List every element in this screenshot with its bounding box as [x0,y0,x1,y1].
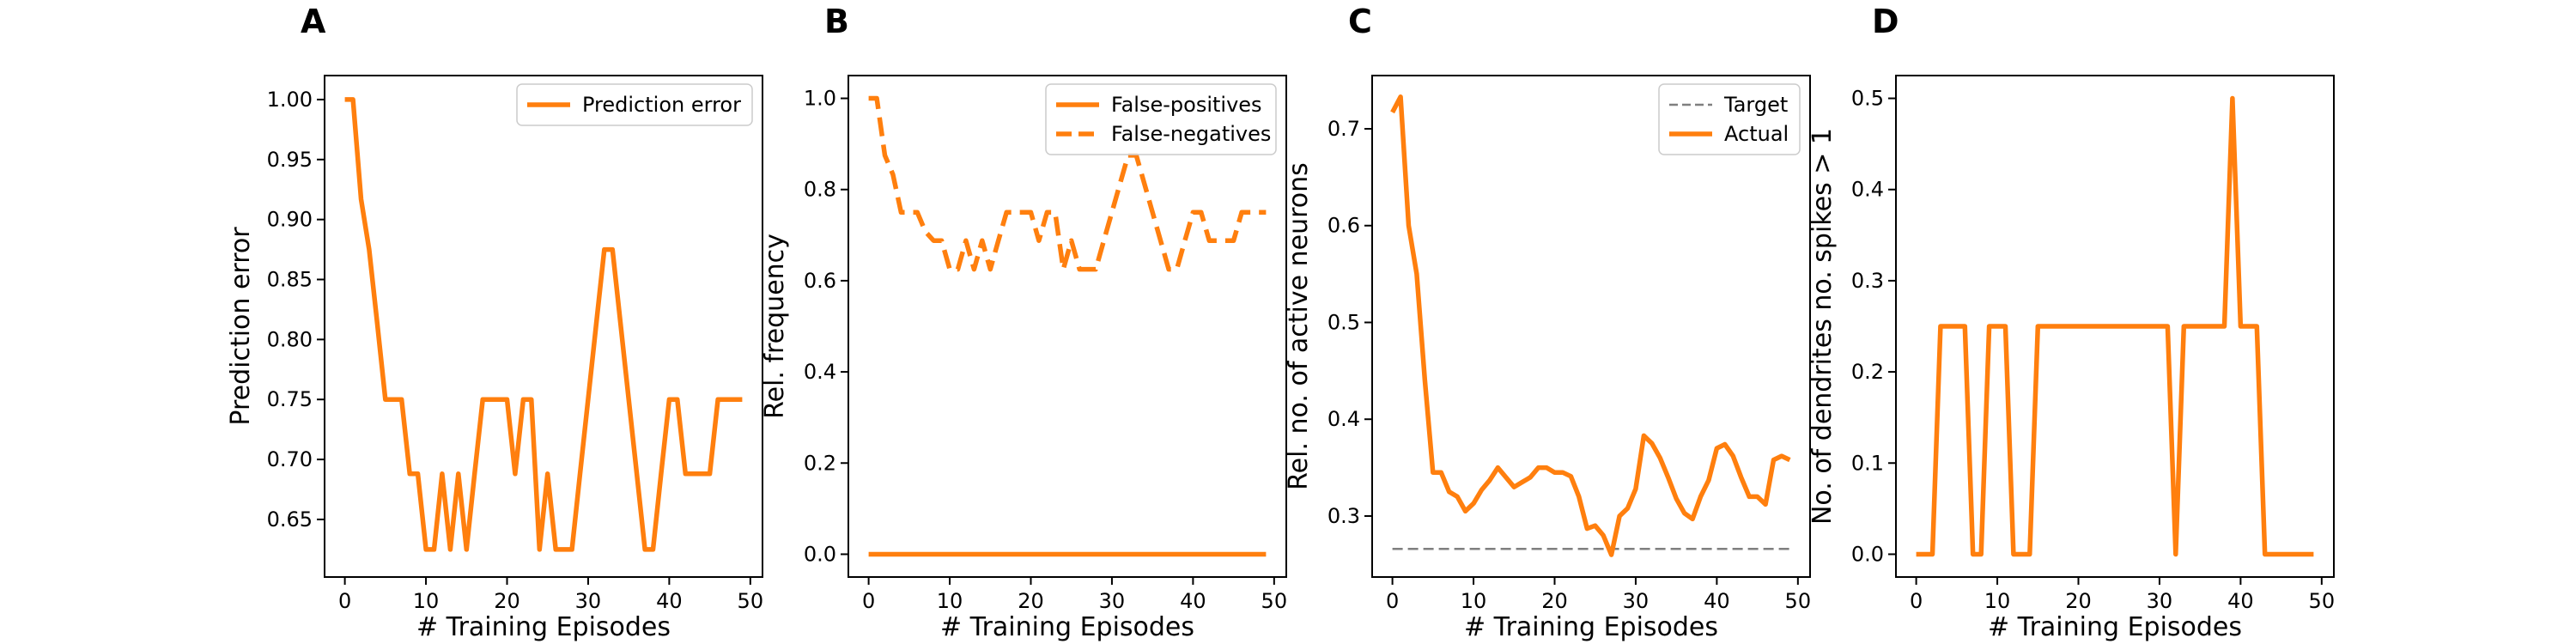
chart-c: C 0 10 20 30 40 50 0.3 0.4 0.5 0.6 0.7 # Training Ep… [1284,3,1811,642]
chart-d-x-tick-label: 20 [2065,589,2092,613]
chart-c-x-tick-label: 30 [1623,589,1649,613]
chart-b-x-axis-label: # Training Episodes [940,612,1194,642]
chart-a-legend-box [516,83,753,126]
chart-b-series-line-false-negatives [868,95,1267,272]
chart-d-y-tick-label: 0.2 [1851,360,1884,384]
chart-b-x-tick-label: 10 [937,589,963,613]
chart-d-x-tick-label: 30 [2147,589,2173,613]
chart-b-y-tick-label: 1.0 [804,87,836,111]
chart-b-panel-letter: B [824,3,849,40]
chart-c-x-tick-label: 40 [1704,589,1730,613]
chart-a-x-tick-label: 30 [575,589,602,613]
chart-b-plot-frame [848,75,1287,578]
chart-c-x-tick-label: 0 [1386,589,1399,613]
chart-b-x-tick-label: 50 [1261,589,1288,613]
chart-a: A 0 10 20 30 40 50 0.65 0.70 0.75 0.80 0.85 0.90 0.95… [226,3,763,642]
chart-b-y-tick-label: 0.8 [804,178,836,202]
chart-a-x-tick-label: 10 [413,589,440,613]
chart-b-y-tick-label: 0.0 [804,542,836,566]
chart-a-y-tick-label: 0.65 [267,507,313,532]
chart-a-x-axis-label: # Training Episodes [416,612,671,642]
chart-b-legend-entry: False-negatives [1111,122,1271,146]
chart-d-plot-frame [1895,75,2335,578]
chart-c-series-line-actual [1390,94,1791,557]
chart-a-y-tick-label: 0.90 [267,208,313,232]
chart-a-y-tick-label: 0.75 [267,387,313,411]
chart-a-plot-frame [324,75,763,578]
chart-d-y-tick-label: 0.5 [1851,87,1884,111]
chart-c-legend-entry: Target [1723,93,1788,117]
chart-c-y-tick-label: 0.6 [1327,214,1360,238]
chart-b-legend-entry: False-positives [1111,93,1262,117]
chart-c-y-tick-label: 0.4 [1327,407,1360,431]
chart-d-x-axis-label: # Training Episodes [1988,612,2242,642]
chart-d-y-axis-label: No. of dendrites no. spikes > 1 [1807,128,1838,525]
chart-b-legend: False-positives False-negatives [1045,83,1277,155]
chart-b: B 0 10 20 30 40 50 0.0 0.2 0.4 0.6 0.8 1.0 # Training… [760,3,1287,642]
chart-a-legend: Prediction error [516,83,753,126]
chart-a-legend-entry: Prediction error [582,93,741,117]
chart-d-x-tick-label: 40 [2227,589,2254,613]
chart-d: D 0 10 20 30 40 50 0.0 0.1 0.2 0.3 0.4 0.5 # Training… [1807,3,2335,642]
chart-a-x-tick-label: 20 [494,589,520,613]
chart-b-legend-box [1045,83,1277,155]
chart-c-y-axis-label: Rel. no. of active neurons [1284,162,1314,490]
chart-a-panel-letter: A [301,3,326,40]
chart-c-x-axis-label: # Training Episodes [1464,612,1718,642]
chart-a-x-tick-label: 0 [338,589,351,613]
chart-c-legend-entry: Actual [1724,122,1789,146]
chart-c-panel-letter: C [1348,3,1372,40]
chart-c-x-tick-label: 20 [1541,589,1568,613]
chart-b-y-tick-label: 0.6 [804,269,836,293]
chart-a-y-tick-label: 1.00 [267,88,313,112]
chart-d-x-tick-label: 0 [1910,589,1923,613]
chart-b-x-tick-label: 20 [1018,589,1044,613]
chart-c-x-tick-label: 10 [1461,589,1487,613]
chart-d-series-line-0 [1916,95,2314,557]
chart-b-y-tick-label: 0.4 [804,360,836,384]
chart-d-x-tick-label: 10 [1984,589,2011,613]
chart-a-series-line-prediction-error [344,97,743,552]
chart-c-x-tick-label: 50 [1785,589,1812,613]
chart-a-y-tick-label: 0.70 [267,447,313,471]
chart-c-y-tick-label: 0.7 [1327,117,1360,141]
chart-a-x-tick-label: 40 [656,589,683,613]
chart-c-legend: Target Actual [1658,83,1801,155]
chart-d-y-tick-label: 0.3 [1851,269,1884,293]
chart-d-x-tick-label: 50 [2309,589,2336,613]
chart-d-y-tick-label: 0.0 [1851,542,1884,566]
chart-b-x-tick-label: 30 [1099,589,1126,613]
chart-d-panel-letter: D [1872,3,1899,40]
chart-a-y-tick-label: 0.80 [267,327,313,351]
chart-c-plot-frame [1371,75,1811,578]
chart-b-y-tick-label: 0.2 [804,451,836,475]
chart-a-x-tick-label: 50 [738,589,764,613]
chart-c-y-tick-label: 0.3 [1327,504,1360,528]
chart-d-y-tick-label: 0.4 [1851,178,1884,202]
chart-a-y-tick-label: 0.95 [267,148,313,172]
chart-c-legend-box [1658,83,1801,155]
chart-b-x-tick-label: 0 [862,589,875,613]
chart-b-y-axis-label: Rel. frequency [760,234,790,419]
chart-c-y-tick-label: 0.5 [1327,310,1360,334]
chart-d-y-tick-label: 0.1 [1851,451,1884,475]
chart-b-x-tick-label: 40 [1180,589,1206,613]
chart-a-y-axis-label: Prediction error [226,227,256,426]
chart-a-y-tick-label: 0.85 [267,268,313,292]
